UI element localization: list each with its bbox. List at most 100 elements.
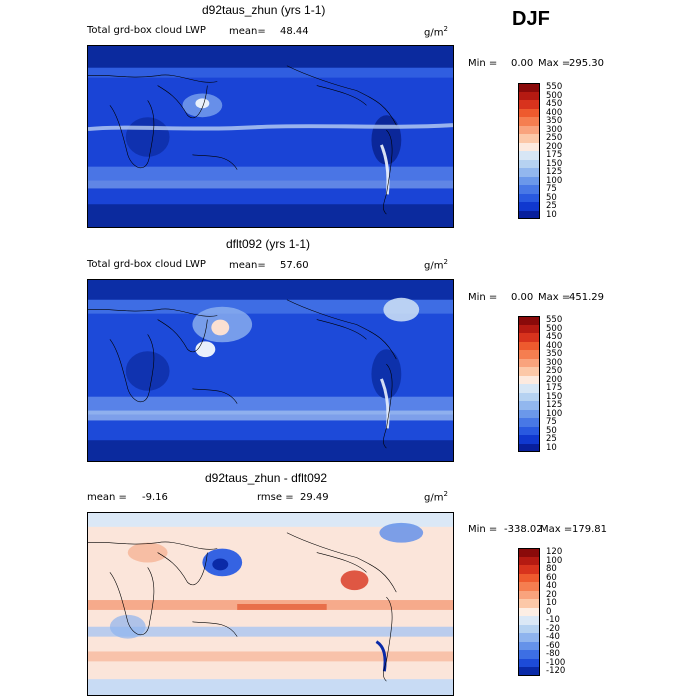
panel1-min-label: Min = <box>468 58 498 69</box>
colorbar-level: -60 <box>518 640 614 651</box>
colorbar-level: -20 <box>518 623 614 634</box>
panel2-min-value: 0.00 <box>511 292 534 303</box>
colorbar-swatch <box>518 83 540 92</box>
colorbar-tick-label: 550 <box>546 315 563 325</box>
colorbar-level: 75 <box>518 418 614 427</box>
colorbar-tick-label: 80 <box>546 564 557 574</box>
colorbar-tick-label: -10 <box>546 615 560 625</box>
panel3-rmse-value: 29.49 <box>300 492 329 503</box>
colorbar-swatch <box>518 650 540 659</box>
colorbar-tick-label: 400 <box>546 107 563 118</box>
panel3-units: g/m2 <box>424 490 448 504</box>
colorbar-level: 500 <box>518 90 614 101</box>
colorbar-tick-label: -20 <box>546 623 560 634</box>
panel3-min-value: -338.02 <box>504 524 543 535</box>
colorbar-swatch <box>518 607 540 616</box>
panel1-variable-label: Total grd-box cloud LWP <box>87 25 206 36</box>
colorbar-level: 450 <box>518 333 614 342</box>
colorbar-tick-label: 0 <box>546 606 552 617</box>
panel3-max-label: Max = <box>540 524 573 535</box>
colorbar-tick-label: -60 <box>546 640 560 651</box>
colorbar-swatch <box>518 392 540 401</box>
panel2-map-svg <box>88 280 453 461</box>
colorbar-tick-label: 200 <box>546 141 563 152</box>
colorbar-swatch <box>518 418 540 427</box>
panel2-mean-label: mean= <box>229 260 266 271</box>
colorbar-tick-label: 350 <box>546 116 563 126</box>
colorbar-level: 80 <box>518 565 614 574</box>
colorbar-swatch <box>518 565 540 574</box>
panel2-mean-value: 57.60 <box>280 260 309 271</box>
colorbar-level: 450 <box>518 100 614 109</box>
panel2-max-value: 451.29 <box>569 292 604 303</box>
colorbar-swatch <box>518 91 540 100</box>
colorbar-swatch <box>518 117 540 126</box>
panel2-title: dflt092 (yrs 1-1) <box>226 237 311 251</box>
colorbar-level: 10 <box>518 209 614 220</box>
colorbar-swatch <box>518 358 540 367</box>
panel3-title: d92taus_zhun - dflt092 <box>205 471 328 485</box>
colorbar-swatch <box>518 142 540 151</box>
panel2-max-label: Max = <box>538 292 571 303</box>
colorbar-swatch <box>518 151 540 160</box>
colorbar-level: 250 <box>518 134 614 143</box>
colorbar-level: 250 <box>518 367 614 376</box>
colorbar-swatch <box>518 185 540 194</box>
colorbar-swatch <box>518 168 540 177</box>
colorbar-swatch <box>518 582 540 591</box>
colorbar-swatch <box>518 324 540 333</box>
colorbar-swatch <box>518 556 540 565</box>
colorbar-swatch <box>518 667 540 676</box>
colorbar-swatch <box>518 616 540 625</box>
colorbar-level: 25 <box>518 435 614 444</box>
colorbar-tick-label: 175 <box>546 150 563 160</box>
colorbar-swatch <box>518 350 540 359</box>
season-label: DJF <box>512 8 550 30</box>
colorbar-tick-label: 60 <box>546 572 557 583</box>
colorbar-tick-label: 50 <box>546 192 557 203</box>
colorbar-tick-label: -120 <box>546 666 566 676</box>
colorbar-level: 60 <box>518 572 614 583</box>
colorbar-tick-label: 300 <box>546 124 563 135</box>
colorbar-level: 550 <box>518 83 614 92</box>
colorbar-tick-label: 125 <box>546 167 563 177</box>
panel3-map-svg <box>88 513 453 695</box>
colorbar-level: 100 <box>518 175 614 186</box>
colorbar-swatch <box>518 159 540 168</box>
colorbar-level: 300 <box>518 124 614 135</box>
colorbar-tick-label: 50 <box>546 425 557 436</box>
colorbar-level: -100 <box>518 657 614 668</box>
colorbar-swatch <box>518 426 540 435</box>
colorbar-swatch <box>518 341 540 350</box>
colorbar-swatch <box>518 573 540 582</box>
colorbar-swatch <box>518 176 540 185</box>
colorbar-tick-label: 75 <box>546 417 557 427</box>
colorbar-swatch <box>518 333 540 342</box>
panel3-rmse-label: rmse = <box>257 492 294 503</box>
colorbar-tick-label: 200 <box>546 374 563 385</box>
colorbar-tick-label: 100 <box>546 175 563 186</box>
colorbar-tick-label: 250 <box>546 366 563 376</box>
colorbar-tick-label: -80 <box>546 649 560 659</box>
colorbar-level: 350 <box>518 117 614 126</box>
colorbar-tick-label: 20 <box>546 589 557 600</box>
colorbar-level: 120 <box>518 548 614 557</box>
colorbar-tick-label: 300 <box>546 357 563 368</box>
colorbar-swatch <box>518 590 540 599</box>
colorbar-tick-label: 10 <box>546 209 557 220</box>
colorbar-tick-label: 150 <box>546 391 563 402</box>
colorbar-level: 25 <box>518 202 614 211</box>
colorbar-swatch <box>518 316 540 325</box>
colorbar-level: 175 <box>518 151 614 160</box>
panel3-colorbar: 120 100 80 60 40 20 10 0 -10 -20 -40 -60 -80 -100 -120 <box>518 548 614 676</box>
colorbar-swatch <box>518 125 540 134</box>
colorbar-level: 175 <box>518 384 614 393</box>
colorbar-level: 200 <box>518 374 614 385</box>
panel2-colorbar: 550 500 450 400 350 300 250 200 175 150 125 100 75 50… <box>518 316 614 452</box>
colorbar-tick-label: -100 <box>546 657 566 668</box>
colorbar-tick-label: 500 <box>546 90 563 101</box>
colorbar-level: 10 <box>518 443 614 452</box>
colorbar-swatch <box>518 443 540 452</box>
colorbar-tick-label: 40 <box>546 581 557 591</box>
colorbar-level: 75 <box>518 185 614 194</box>
